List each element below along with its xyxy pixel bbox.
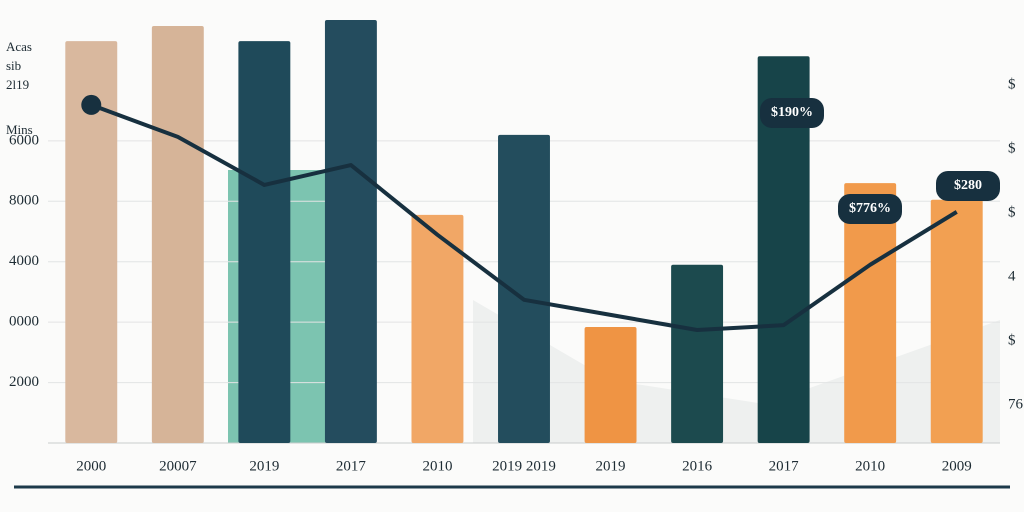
annotation-badge (838, 194, 902, 224)
y-tick-label: 8000 (9, 193, 39, 209)
bar (930, 199, 983, 443)
x-tick-label: 2019 (249, 458, 279, 474)
x-tick-label: 2019 (596, 458, 626, 474)
y-axis-label: sib (6, 58, 21, 73)
bar (65, 41, 118, 444)
line-marker (81, 94, 102, 115)
bar (844, 183, 897, 443)
y-tick-label: 4000 (9, 253, 39, 269)
x-tick-label: 2010 (855, 458, 885, 474)
x-tick-label: 2010 (422, 458, 452, 474)
annotation-badge (936, 171, 1000, 201)
annotation: $776% (849, 201, 891, 216)
bar (671, 264, 724, 443)
x-tick-label: 20007 (159, 458, 197, 474)
y2-label: $ (1008, 140, 1016, 156)
x-tick-label: 2017 (336, 458, 367, 474)
x-tick-label: 2016 (682, 458, 713, 474)
background-area (473, 300, 1000, 443)
x-tick-label: 2009 (942, 458, 972, 474)
trend-line (90, 103, 958, 332)
annotation: $190% (771, 105, 813, 120)
annotation-badge (760, 98, 824, 128)
y-axis-label: Acas (6, 39, 32, 54)
bar (498, 134, 550, 444)
x-tick-label: 2019 2019 (492, 458, 556, 474)
y-tick-label: 2000 (9, 374, 39, 390)
y2-label: 4 (1008, 268, 1016, 284)
bar (584, 326, 637, 443)
bar (238, 41, 291, 444)
y-axis-label: 2l19 (6, 77, 29, 92)
y2-label: $ (1008, 76, 1016, 92)
y2-label: $ (1008, 204, 1016, 220)
y-axis-label: Mins (6, 122, 33, 137)
annotation: $280 (954, 178, 982, 193)
x-tick-label: 2017 (769, 458, 800, 474)
bar (411, 214, 464, 443)
y2-label: 76 (1008, 396, 1024, 412)
y-tick-label: 6000 (9, 132, 39, 148)
bar (324, 20, 377, 443)
x-tick-label: 2000 (76, 458, 106, 474)
y2-label: $ (1008, 332, 1016, 348)
bar (757, 56, 810, 443)
bar (151, 26, 204, 444)
y-tick-label: 0000 (9, 314, 39, 330)
